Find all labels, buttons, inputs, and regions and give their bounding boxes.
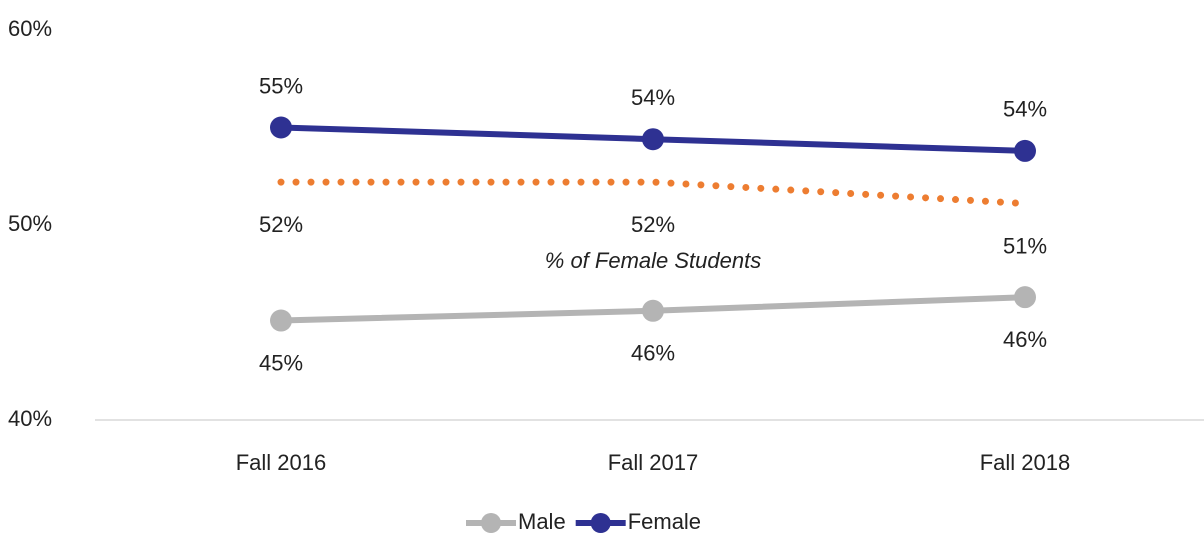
- y-tick-label: 50%: [8, 211, 52, 236]
- data-label: 46%: [1003, 327, 1047, 352]
- legend-label: Female: [628, 509, 701, 534]
- data-label: 51%: [1003, 233, 1047, 258]
- data-label: 52%: [259, 212, 303, 237]
- data-label: 55%: [259, 73, 303, 98]
- x-tick-label: Fall 2018: [980, 450, 1071, 475]
- data-label: 52%: [631, 212, 675, 237]
- series-line: [277, 178, 1029, 208]
- y-tick-label: 60%: [8, 16, 52, 41]
- point: [270, 116, 292, 139]
- data-label: 46%: [631, 341, 675, 366]
- data-label: 54%: [631, 85, 675, 110]
- data-label: 54%: [1003, 97, 1047, 122]
- x-tick-label: Fall 2017: [608, 450, 699, 475]
- x-tick-label: Fall 2016: [236, 450, 327, 475]
- point: [1014, 286, 1036, 309]
- legend-label: Male: [518, 509, 566, 534]
- point: [270, 309, 292, 332]
- data-label: 45%: [259, 350, 303, 375]
- y-tick-label: 40%: [8, 406, 52, 431]
- legend-marker: [481, 513, 501, 533]
- point: [1014, 139, 1036, 162]
- legend-marker: [590, 513, 611, 533]
- series-annotation: % of Female Students: [545, 248, 761, 273]
- point: [642, 128, 664, 151]
- point: [642, 299, 664, 322]
